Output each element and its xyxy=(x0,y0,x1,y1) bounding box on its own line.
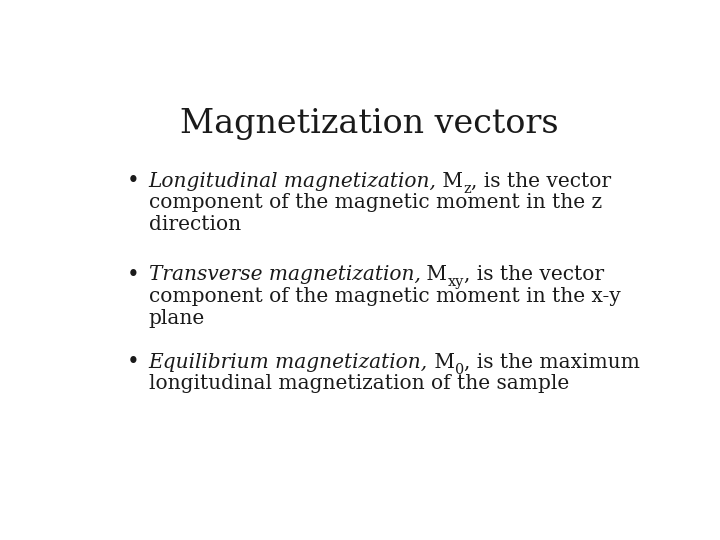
Text: 0: 0 xyxy=(455,362,464,376)
Text: , is the vector: , is the vector xyxy=(471,172,611,191)
Text: direction: direction xyxy=(148,215,240,234)
Text: xy: xy xyxy=(447,275,464,289)
Text: component of the magnetic moment in the x-y: component of the magnetic moment in the … xyxy=(148,287,621,306)
Text: z: z xyxy=(464,181,471,195)
Text: M: M xyxy=(420,265,447,284)
Text: Equilibrium magnetization,: Equilibrium magnetization, xyxy=(148,353,428,372)
Text: •: • xyxy=(126,264,139,286)
Text: component of the magnetic moment in the z: component of the magnetic moment in the … xyxy=(148,193,602,212)
Text: Magnetization vectors: Magnetization vectors xyxy=(180,109,558,140)
Text: •: • xyxy=(126,170,139,192)
Text: longitudinal magnetization of the sample: longitudinal magnetization of the sample xyxy=(148,374,569,393)
Text: Longitudinal magnetization,: Longitudinal magnetization, xyxy=(148,172,436,191)
Text: •: • xyxy=(126,351,139,373)
Text: M: M xyxy=(428,353,455,372)
Text: M: M xyxy=(436,172,464,191)
Text: Transverse magnetization,: Transverse magnetization, xyxy=(148,265,420,284)
Text: , is the maximum: , is the maximum xyxy=(464,353,640,372)
Text: , is the vector: , is the vector xyxy=(464,265,604,284)
Text: plane: plane xyxy=(148,308,205,328)
